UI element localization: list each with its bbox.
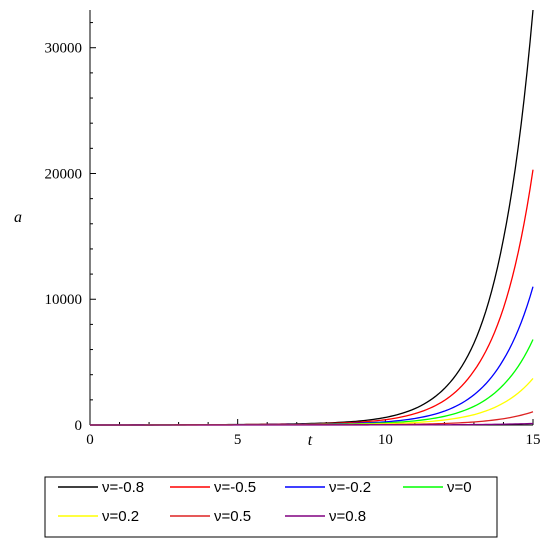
- series-line: [90, 378, 534, 426]
- x-axis-title: t: [308, 432, 313, 449]
- legend-label: ν=0.5: [214, 508, 251, 525]
- series-lines: [90, 9, 534, 426]
- y-tick-label: 20000: [45, 166, 83, 182]
- legend-label: ν=-0.2: [329, 479, 371, 496]
- ticks: 0 5 10 15 0 10000 20000 30000: [45, 22, 541, 448]
- legend-label: ν=0.2: [102, 508, 139, 525]
- legend-label: ν=-0.5: [214, 479, 256, 496]
- y-tick-label: 10000: [45, 292, 83, 308]
- y-axis-title: a: [14, 209, 22, 226]
- series-line: [90, 286, 534, 426]
- axes: [89, 10, 533, 426]
- x-tick-label: 15: [526, 432, 541, 448]
- legend-label: ν=0: [447, 479, 472, 496]
- legend-label: ν=-0.8: [102, 479, 144, 496]
- legend-label: ν=0.8: [329, 508, 366, 525]
- y-tick-label: 0: [75, 418, 83, 434]
- series-line: [90, 339, 534, 426]
- series-line: [90, 169, 534, 426]
- series-line: [90, 9, 534, 426]
- y-tick-label: 30000: [45, 41, 83, 57]
- x-tick-label: 5: [234, 432, 242, 448]
- series-line: [90, 422, 534, 426]
- x-tick-label: 10: [378, 432, 393, 448]
- legend: ν=-0.8 ν=-0.5 ν=-0.2 ν=0 ν=0.2 ν=0.5 ν=0.8: [44, 476, 498, 538]
- x-tick-label: 0: [86, 432, 94, 448]
